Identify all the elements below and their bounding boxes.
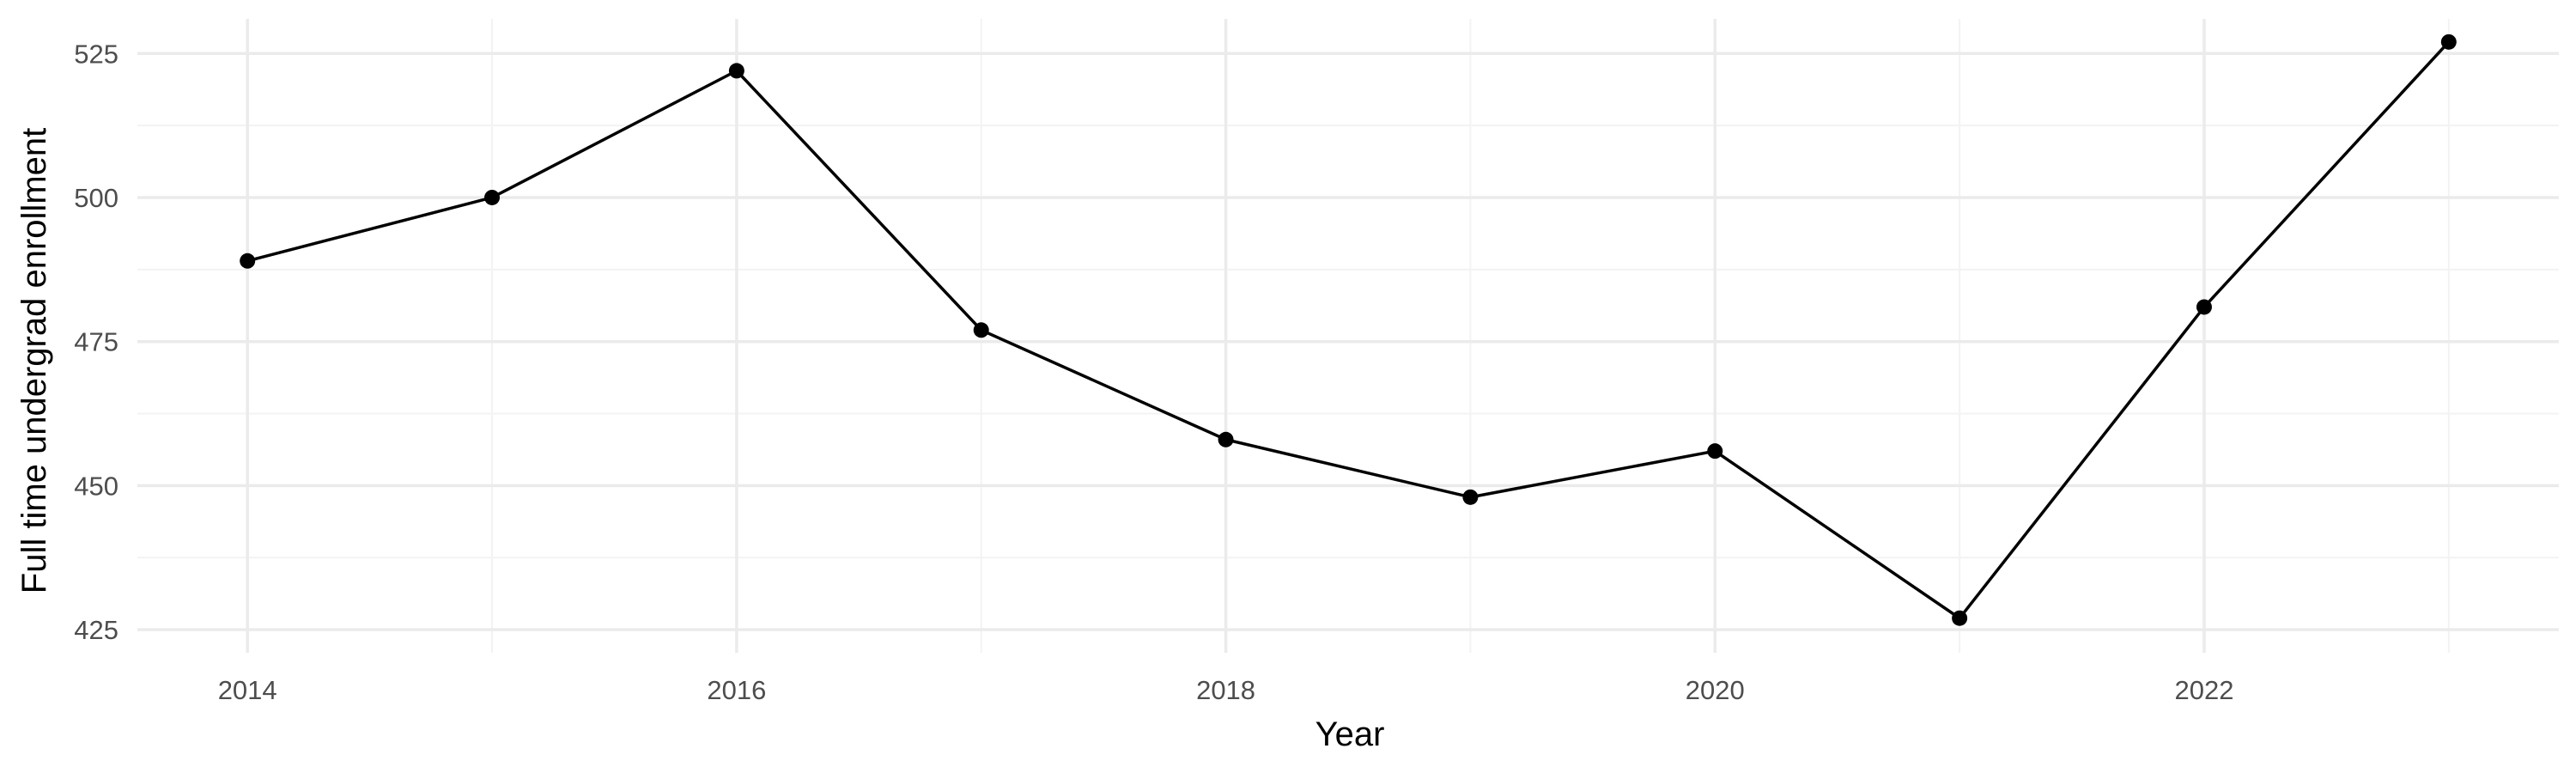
minor-gridlines — [137, 19, 2559, 653]
x-tick-label: 2022 — [2174, 675, 2233, 705]
data-point-2015 — [484, 189, 501, 205]
y-tick-label: 500 — [74, 183, 118, 213]
data-point-2021 — [1952, 610, 1968, 626]
data-point-2019 — [1462, 489, 1479, 505]
data-point-2022 — [2196, 299, 2212, 315]
y-tick-label: 450 — [74, 471, 118, 501]
y-tick-labels: 425 450 475 500 525 — [74, 39, 118, 645]
x-tick-labels: 2014 2016 2018 2020 2022 — [218, 675, 2234, 705]
y-tick-label: 475 — [74, 327, 118, 357]
series-group — [240, 33, 2457, 626]
data-point-2014 — [240, 253, 256, 269]
series-line — [246, 40, 2451, 620]
data-point-2016 — [728, 63, 744, 79]
data-point-2017 — [973, 322, 989, 338]
y-axis-title: Full time undergrad enrollment — [15, 128, 53, 593]
x-tick-label: 2020 — [1686, 675, 1745, 705]
data-point-2018 — [1218, 431, 1234, 447]
data-point-2023 — [2440, 33, 2457, 50]
x-tick-label: 2014 — [218, 675, 277, 705]
y-tick-label: 425 — [74, 615, 118, 645]
x-axis-title: Year — [1315, 715, 1385, 753]
y-tick-label: 525 — [74, 39, 118, 69]
x-tick-label: 2018 — [1196, 675, 1255, 705]
major-gridlines — [137, 19, 2559, 653]
data-point-2020 — [1707, 443, 1723, 460]
x-tick-label: 2016 — [707, 675, 766, 705]
